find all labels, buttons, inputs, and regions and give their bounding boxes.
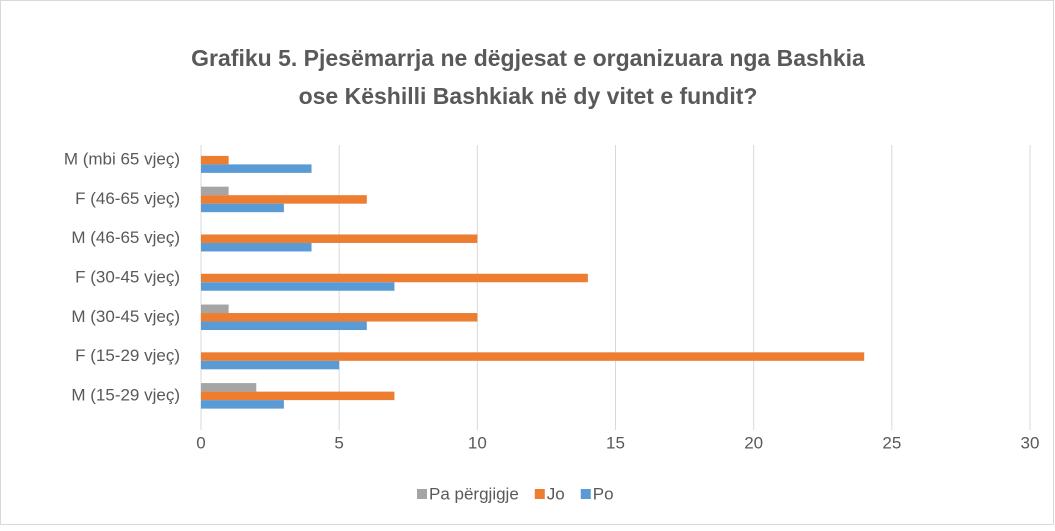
legend-swatch bbox=[417, 489, 427, 499]
y-tick-label: F (46-65 vjeç) bbox=[75, 189, 180, 208]
bar bbox=[201, 391, 395, 401]
x-tick-label: 10 bbox=[468, 433, 487, 452]
bar bbox=[201, 304, 229, 314]
legend-swatch bbox=[580, 489, 591, 499]
x-tick-label: 25 bbox=[882, 433, 901, 452]
bar bbox=[201, 234, 478, 243]
bar bbox=[201, 203, 284, 213]
y-tick-label: M (mbi 65 vjeç) bbox=[64, 150, 180, 169]
bar bbox=[201, 155, 229, 165]
y-tick-label: F (15-29 vjeç) bbox=[75, 346, 180, 365]
y-tick-label: M (46-65 vjeç) bbox=[71, 228, 180, 247]
x-tick-label: 30 bbox=[1021, 433, 1040, 452]
bar bbox=[201, 282, 395, 291]
bar bbox=[201, 242, 312, 252]
y-tick-label: M (30-45 vjeç) bbox=[71, 307, 180, 326]
x-tick-label: 0 bbox=[196, 433, 205, 452]
bar bbox=[201, 164, 312, 173]
bar bbox=[201, 273, 588, 283]
bar bbox=[201, 352, 865, 361]
chart-title: ose Këshilli Bashkiak në dy vitet e fund… bbox=[299, 83, 758, 109]
legend-label: Jo bbox=[547, 484, 565, 503]
bar bbox=[201, 186, 229, 196]
bar bbox=[201, 360, 340, 370]
x-tick-label: 20 bbox=[744, 433, 763, 452]
bar bbox=[201, 383, 257, 392]
y-tick-label: M (15-29 vjeç) bbox=[71, 385, 180, 404]
legend-label: Po bbox=[593, 484, 614, 503]
bar bbox=[201, 321, 367, 331]
bar bbox=[201, 313, 478, 322]
bar bbox=[201, 400, 284, 409]
legend-label: Pa përgjigje bbox=[429, 484, 519, 503]
legend-swatch bbox=[534, 489, 545, 499]
x-tick-label: 15 bbox=[606, 433, 625, 452]
bar bbox=[201, 195, 367, 204]
y-tick-label: F (30-45 vjeç) bbox=[75, 267, 180, 286]
x-tick-label: 5 bbox=[334, 433, 343, 452]
chart-title: Grafiku 5. Pjesëmarrja ne dëgjesat e org… bbox=[191, 45, 865, 71]
